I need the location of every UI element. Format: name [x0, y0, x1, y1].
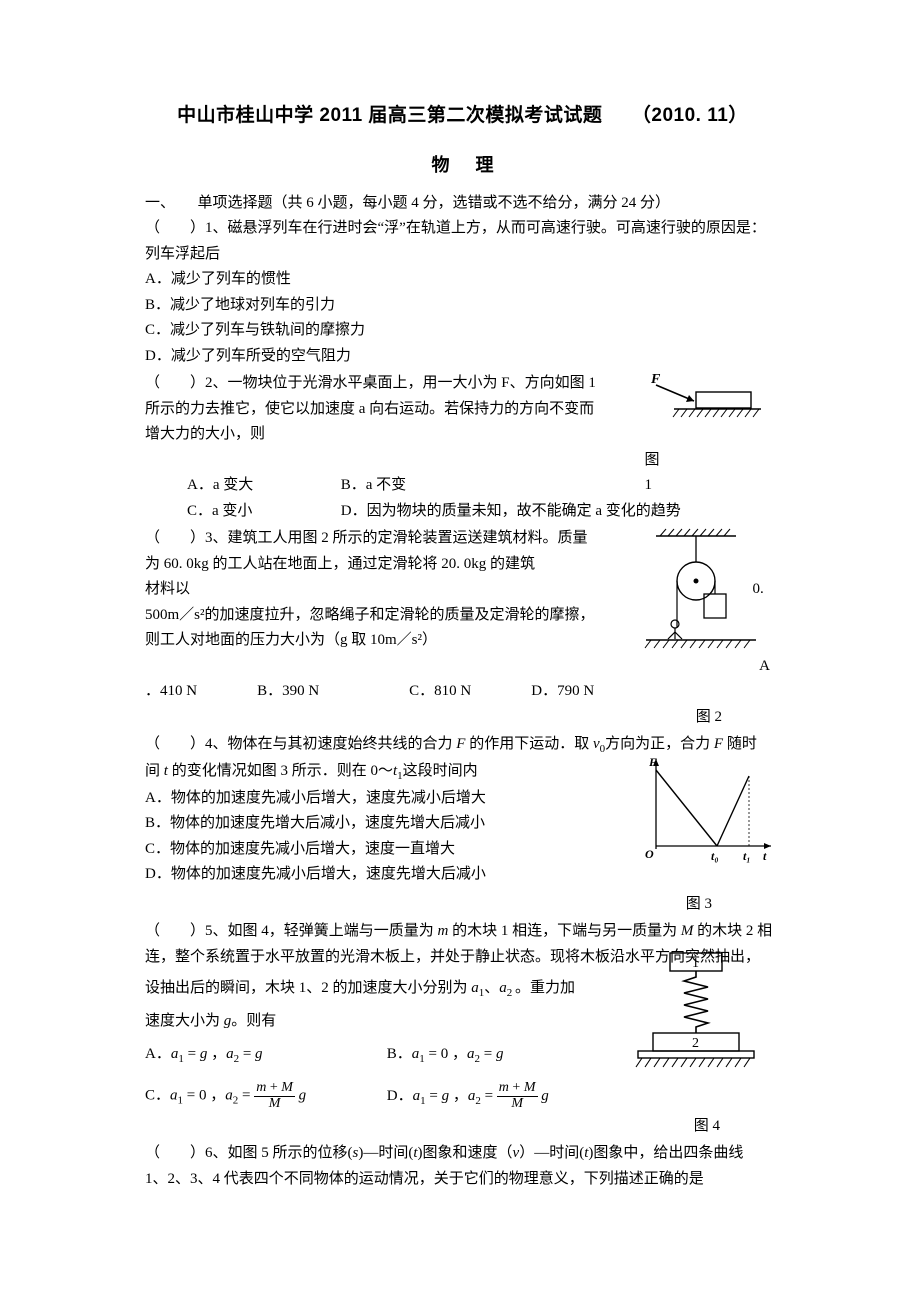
hatch-lines	[673, 409, 759, 417]
section-heading: 一、 单项选择题（共 6 小题，每小题 4 分，选错或不选不给分，满分 24 分…	[145, 191, 780, 217]
q2-opts-row2: C．a 变小 D．因为物块的质量未知，故不能确定 a 变化的趋势	[145, 499, 780, 525]
fig1-label: 图 1	[565, 448, 645, 499]
axis-t0: t₀	[711, 846, 719, 866]
q2-opt-b: B．a 不变	[341, 473, 561, 499]
question-2: F （ ）2、一物块位于光滑水平桌面上，用一大小为 F、方向如图 1 所示的力去…	[145, 371, 780, 524]
q6-line2: 1、2、3、4 代表四个不同物体的运动情况，关于它们的物理意义，下列描述正确的是	[145, 1167, 780, 1193]
block1-label: 1	[692, 956, 699, 971]
question-3: （ ）3、建筑工人用图 2 所示的定滑轮装置运送建筑材料。质量 为 60. 0k…	[145, 526, 780, 730]
question-4: F O t₀ t₁ t （ ）4、物体在与其初速度始终共线的合力 F 的作用下运…	[145, 732, 780, 917]
fig2-label: 图 2	[145, 705, 780, 731]
q1-stem: （ ）1、磁悬浮列车在行进时会“浮”在轨道上方，从而可高速行驶。可高速行驶的原因…	[145, 216, 780, 267]
q3-opts: ．410 N B．390 N C．810 N D．790 N	[145, 679, 780, 705]
figure-1: F	[646, 371, 766, 435]
q2-opt-c: C．a 变小	[187, 499, 337, 525]
axis-F: F	[649, 752, 657, 772]
axis-O: O	[645, 844, 654, 864]
q1-opt-a: A．减少了列车的惯性	[145, 267, 780, 293]
subject-label: 物理	[145, 150, 780, 181]
block2-label: 2	[692, 1036, 699, 1051]
q1-opt-c: C．减少了列车与铁轨间的摩擦力	[145, 318, 780, 344]
figure-3: F O t₀ t₁ t	[641, 754, 776, 869]
q2-opt-a: A．a 变大	[187, 473, 337, 499]
q1-opt-b: B．减少了地球对列车的引力	[145, 293, 780, 319]
figure-4: 1 2	[634, 949, 758, 1099]
question-1: （ ）1、磁悬浮列车在行进时会“浮”在轨道上方，从而可高速行驶。可高速行驶的原因…	[145, 216, 780, 369]
page-title: 中山市桂山中学 2011 届高三第二次模拟考试试题 （2010. 11）	[145, 100, 780, 132]
axis-t1: t₁	[743, 846, 751, 866]
q6-line1: （ ）6、如图 5 所示的位移(s)—时间(t)图象和速度（v）—时间(t)图象…	[145, 1141, 780, 1167]
fig4-label: 图 4	[145, 1114, 780, 1140]
q5-line1: （ ）5、如图 4，轻弹簧上端与一质量为 m 的木块 1 相连，下端与另一质量为…	[145, 919, 780, 945]
question-6: （ ）6、如图 5 所示的位移(s)—时间(t)图象和速度（v）—时间(t)图象…	[145, 1141, 780, 1192]
question-5: 1 2 （ ）5、如图 4，轻弹簧上端与一质量为 m 的木块 1 相连，下端与另…	[145, 919, 780, 1139]
figure-2	[626, 526, 766, 666]
axis-t: t	[763, 846, 766, 866]
q2-opt-d: D．因为物块的质量未知，故不能确定 a 变化的趋势	[341, 503, 681, 519]
fig3-label: 图 3	[145, 892, 780, 918]
q1-opt-d: D．减少了列车所受的空气阻力	[145, 344, 780, 370]
q2-opts-row1: A．a 变大 B．a 不变 图 1	[145, 448, 780, 499]
force-label: F	[650, 372, 661, 387]
